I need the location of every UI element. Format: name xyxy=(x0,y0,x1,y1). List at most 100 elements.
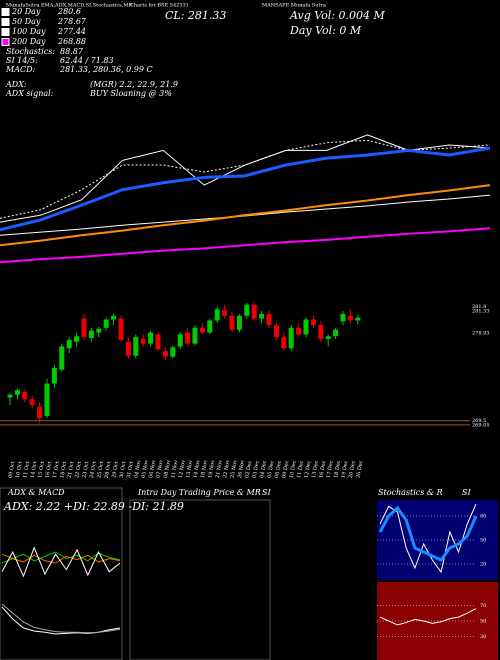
stoch-title: Stochastics & R xyxy=(378,488,443,497)
candle-body xyxy=(133,337,139,356)
date-label: 17 Dec xyxy=(326,460,335,479)
adx-panel-title: ADX & MACD xyxy=(7,488,65,497)
candle-body xyxy=(229,315,235,330)
candle-body xyxy=(185,332,191,344)
candle-body xyxy=(14,390,20,395)
indicator-value: 281.33, 280.36, 0.99 C xyxy=(59,65,153,74)
date-label: 06 Nov xyxy=(148,460,157,479)
stoch-si: SI xyxy=(462,488,471,497)
date-label: 30 Oct xyxy=(119,461,128,479)
candle-body xyxy=(340,313,346,322)
date-label: 11 Dec xyxy=(296,460,305,479)
legend-value: 280.6 xyxy=(57,7,81,16)
intraday-si: SI xyxy=(262,488,271,497)
candle-body xyxy=(51,367,57,384)
top-strip-left: MunafaSutra EMA,ADX,MACD,SI,Stochastics,… xyxy=(6,3,132,9)
candle-body xyxy=(111,315,117,320)
indicator-line xyxy=(0,184,491,247)
rsi-tick: 30 xyxy=(480,634,486,640)
candle-body xyxy=(103,319,109,328)
candle-body xyxy=(118,318,124,340)
stoch-tick: 20 xyxy=(480,562,486,568)
indicator-label: MACD: xyxy=(5,65,36,74)
indicator-line xyxy=(1,603,121,634)
date-label: 26 Nov xyxy=(237,460,246,479)
candle-body xyxy=(66,339,72,349)
candle-body xyxy=(325,336,331,339)
indicator-value: BUY Sloaning @ 3% xyxy=(89,89,172,98)
date-label: 08 Nov xyxy=(163,460,172,479)
date-label: 21 Nov xyxy=(215,460,224,479)
date-label: 31 Oct xyxy=(126,461,135,479)
date-label: 18 Nov xyxy=(200,460,209,479)
rsi-tick: 50 xyxy=(480,619,486,625)
candle-body xyxy=(281,337,287,349)
indicator-label: SI 14/5: xyxy=(6,56,38,65)
candle-body xyxy=(140,339,146,344)
date-label: 02 Dec xyxy=(244,460,253,479)
candle-body xyxy=(288,327,294,349)
date-label: 18 Oct xyxy=(59,461,68,479)
price-tick-label: 269.5 xyxy=(472,418,486,424)
date-label: 14 Oct xyxy=(30,461,39,479)
candle-body xyxy=(214,309,220,321)
date-label: 04 Nov xyxy=(133,460,142,479)
date-label: 23 Oct xyxy=(82,461,91,479)
candle-body xyxy=(207,320,213,333)
legend-label: 50 Day xyxy=(12,17,41,26)
date-label: 11 Oct xyxy=(22,461,31,479)
date-label: 22 Nov xyxy=(222,460,231,479)
rsi-tick: 70 xyxy=(480,603,486,609)
candle-body xyxy=(59,346,65,370)
date-label: 14 Nov xyxy=(193,460,202,479)
candle-body xyxy=(44,383,50,417)
candle-body xyxy=(266,313,272,326)
candle-body xyxy=(148,332,154,344)
date-label: 13 Dec xyxy=(311,460,320,479)
candle-body xyxy=(7,394,13,398)
top-strip-right: MANSAFE Munafa Sutra xyxy=(262,3,326,9)
date-label: 28 Oct xyxy=(104,461,113,479)
indicator-label: Stochastics: xyxy=(6,47,55,56)
candle-body xyxy=(29,399,35,405)
legend-value: 278.67 xyxy=(57,17,87,26)
date-label: 18 Dec xyxy=(333,460,342,479)
date-label: 06 Dec xyxy=(274,460,283,479)
date-label: 05 Dec xyxy=(267,460,276,479)
candle-body xyxy=(333,329,339,337)
candle-body xyxy=(177,334,183,347)
indicator-line xyxy=(0,146,491,232)
candle-body xyxy=(170,347,176,357)
candle-body xyxy=(74,336,80,342)
date-label: 16 Oct xyxy=(45,461,54,479)
candle-body xyxy=(303,319,309,335)
candle-body xyxy=(244,304,250,316)
candle-body xyxy=(22,391,28,400)
legend-label: 100 Day xyxy=(12,27,46,36)
legend-swatch xyxy=(1,38,10,46)
candle-body xyxy=(251,304,257,319)
top-strip-mid: Charts for BSE 542331 xyxy=(130,3,189,9)
date-label: 22 Oct xyxy=(74,461,83,479)
candle-body xyxy=(162,351,168,357)
candle-body xyxy=(355,317,361,321)
date-label: 05 Nov xyxy=(141,460,150,479)
candle-body xyxy=(88,330,94,339)
indicator-line xyxy=(1,546,121,578)
avg-volume: Avg Vol: 0.004 M xyxy=(289,9,386,22)
date-label: 09 Oct xyxy=(8,461,17,479)
indicator-label: ADX: xyxy=(5,80,27,89)
legend-swatch xyxy=(1,8,10,16)
candle-body xyxy=(155,334,161,350)
indicator-line xyxy=(379,608,477,626)
candle-body xyxy=(273,325,279,338)
date-label: 10 Oct xyxy=(15,461,24,479)
legend-label: 200 Day xyxy=(11,37,46,46)
adx-panel-values: ADX: 2.22 +DI: 22.89 -DI: 21.89 xyxy=(3,500,184,513)
intraday-panel-frame xyxy=(129,499,271,660)
date-label: 15 Oct xyxy=(37,461,46,479)
candle-body xyxy=(37,406,43,418)
indicator-line xyxy=(378,505,478,562)
date-label: 11 Nov xyxy=(170,460,179,479)
